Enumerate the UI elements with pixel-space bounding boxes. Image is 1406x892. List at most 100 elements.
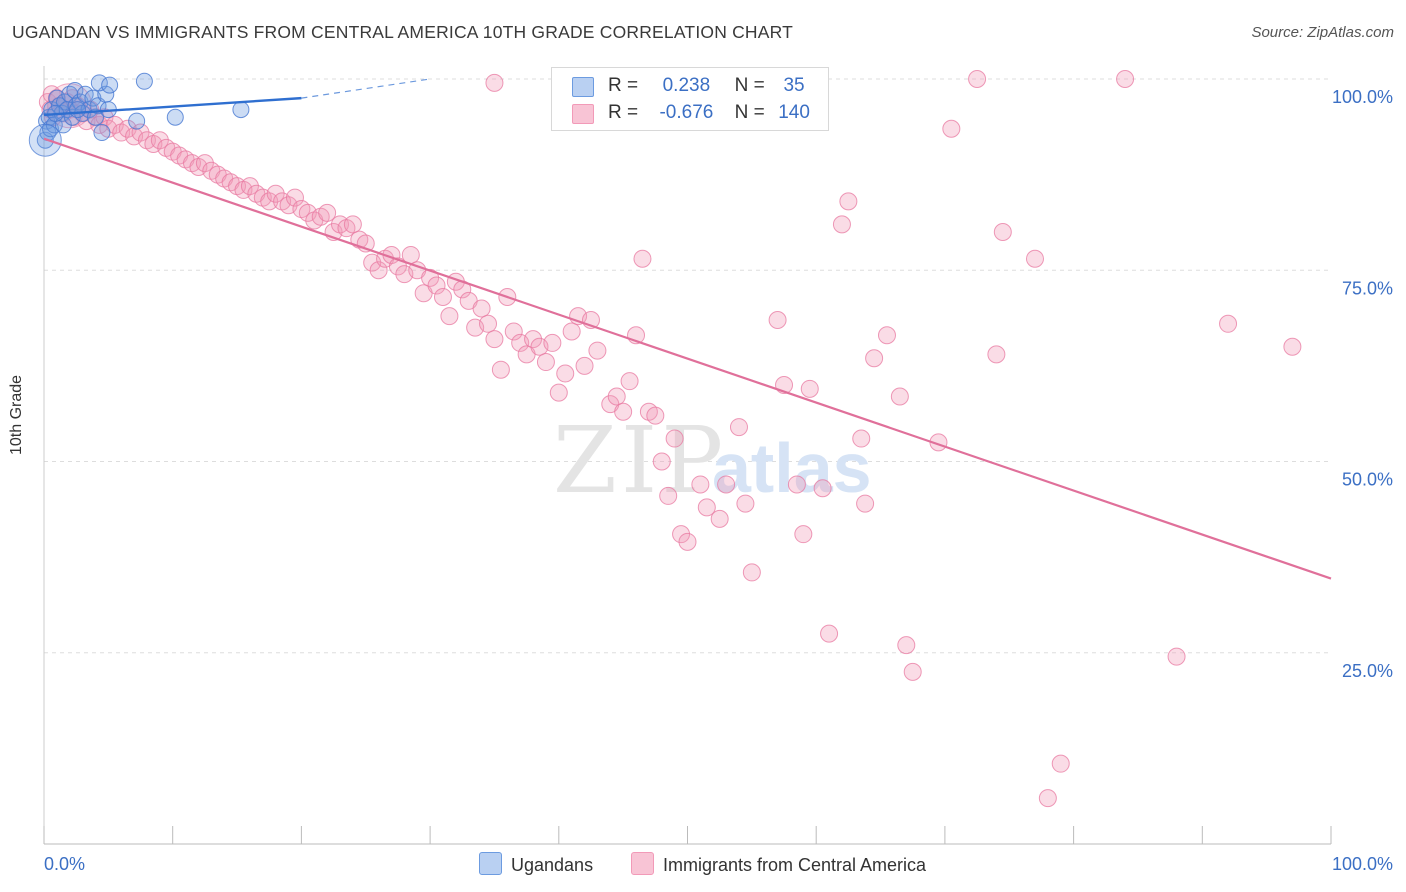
stats-legend: R = 0.238 N = 35 R = -0.676 N = 140 (551, 67, 829, 131)
trend-line-central-america (43, 137, 1332, 580)
data-point-central-america (897, 636, 916, 655)
data-point-central-america (620, 372, 639, 391)
data-point-central-america (266, 184, 285, 203)
y-tick-label: 25.0% (1342, 661, 1393, 681)
bottom-legend-label: Ugandans (511, 855, 594, 875)
y-tick-label: 75.0% (1342, 278, 1393, 298)
bottom-legend-label: Immigrants from Central America (663, 855, 927, 875)
data-point-central-america (717, 475, 736, 494)
data-point-central-america (742, 563, 761, 582)
data-point-ugandans (68, 101, 86, 119)
data-point-central-america (865, 349, 884, 368)
data-point-ugandans (166, 108, 184, 126)
data-point-central-america (1116, 70, 1135, 88)
data-point-central-america (607, 387, 626, 406)
data-point-central-america (729, 418, 748, 437)
data-point-central-america (195, 154, 214, 173)
series-ugandans-points (28, 72, 250, 157)
data-point-central-america (536, 353, 555, 372)
trend-line-ugandans (43, 96, 302, 117)
bottom-legend-swatch-pink (631, 852, 654, 875)
legend-n-value: 35 (783, 75, 805, 96)
data-point-central-america (787, 475, 806, 494)
data-point-central-america (1219, 314, 1238, 333)
bottom-legend-central-america: Immigrants from Central America (631, 852, 926, 876)
y-tick-label: 100.0% (1332, 87, 1393, 107)
source-label: Source: ZipAtlas.com (1251, 24, 1394, 41)
legend-swatch-pink (572, 104, 594, 124)
data-point-central-america (659, 486, 678, 505)
data-point-central-america (556, 364, 575, 383)
data-point-central-america (794, 525, 813, 544)
data-point-central-america (440, 307, 459, 326)
data-point-central-america (427, 276, 446, 295)
data-point-central-america (800, 379, 819, 398)
data-point-central-america (1025, 249, 1044, 268)
data-point-central-america (504, 322, 523, 341)
trend-lines (43, 78, 1332, 580)
data-point-central-america (768, 310, 787, 329)
axes (43, 66, 1332, 845)
data-point-central-america (369, 261, 388, 280)
data-point-central-america (485, 330, 504, 349)
x-tick-label: 100.0% (1332, 854, 1393, 874)
data-point-central-america (240, 177, 259, 196)
data-point-central-america (524, 330, 543, 349)
data-point-central-america (131, 123, 150, 142)
data-point-central-america (987, 345, 1006, 364)
data-point-central-america (491, 360, 510, 379)
data-point-central-america (1167, 647, 1186, 666)
data-point-central-america (736, 494, 755, 513)
data-point-central-america (1038, 789, 1057, 808)
data-point-central-america (549, 383, 568, 402)
y-tick-label: 50.0% (1342, 470, 1393, 490)
trend-line-ugandans-extension (301, 78, 431, 99)
data-point-central-america (575, 356, 594, 375)
data-point-central-america (710, 509, 729, 528)
legend-swatch-blue (572, 77, 594, 97)
data-point-central-america (285, 188, 304, 207)
x-tick-label: 0.0% (44, 854, 85, 874)
y-axis-label: 10th Grade (8, 374, 25, 455)
bottom-legend-ugandans: Ugandans (479, 852, 593, 876)
watermark: ZIP atlas (553, 407, 872, 514)
data-point-central-america (614, 402, 633, 421)
series-central-america-points (38, 70, 1302, 808)
data-point-central-america (318, 203, 337, 222)
data-point-central-america (697, 498, 716, 517)
bottom-legend-swatch-blue (479, 852, 502, 875)
data-point-central-america (813, 479, 832, 498)
data-point-ugandans (90, 74, 108, 92)
data-point-central-america (343, 215, 362, 234)
legend-n-value: 140 (778, 102, 810, 123)
data-point-central-america (472, 299, 491, 318)
data-point-central-america (890, 387, 909, 406)
data-point-central-america (993, 223, 1012, 241)
data-point-central-america (839, 192, 858, 211)
data-point-central-america (820, 624, 839, 643)
gridlines (44, 78, 1331, 654)
legend-r-label: R = (608, 102, 639, 123)
data-point-central-america (588, 341, 607, 360)
data-point-ugandans (135, 72, 153, 90)
data-point-central-america (543, 333, 562, 352)
data-point-central-america (691, 475, 710, 494)
legend-r-value: 0.238 (662, 75, 711, 96)
legend-r-label: R = (608, 75, 639, 96)
data-point-central-america (485, 73, 504, 92)
data-point-central-america (665, 429, 684, 448)
data-point-ugandans (232, 101, 250, 119)
data-point-central-america (968, 70, 987, 88)
data-point-central-america (942, 119, 961, 138)
data-point-central-america (646, 406, 665, 425)
data-point-central-america (433, 288, 452, 307)
legend-r-value: -0.676 (659, 102, 714, 123)
tick-labels: 100.0% 75.0% 50.0% 25.0% 0.0% 100.0% (44, 87, 1393, 874)
data-point-ugandans (101, 76, 119, 94)
data-point-central-america (421, 268, 440, 287)
data-point-central-america (633, 249, 652, 268)
data-point-central-america (150, 131, 169, 150)
legend-n-label: N = (734, 75, 765, 96)
data-point-central-america (1051, 754, 1070, 773)
